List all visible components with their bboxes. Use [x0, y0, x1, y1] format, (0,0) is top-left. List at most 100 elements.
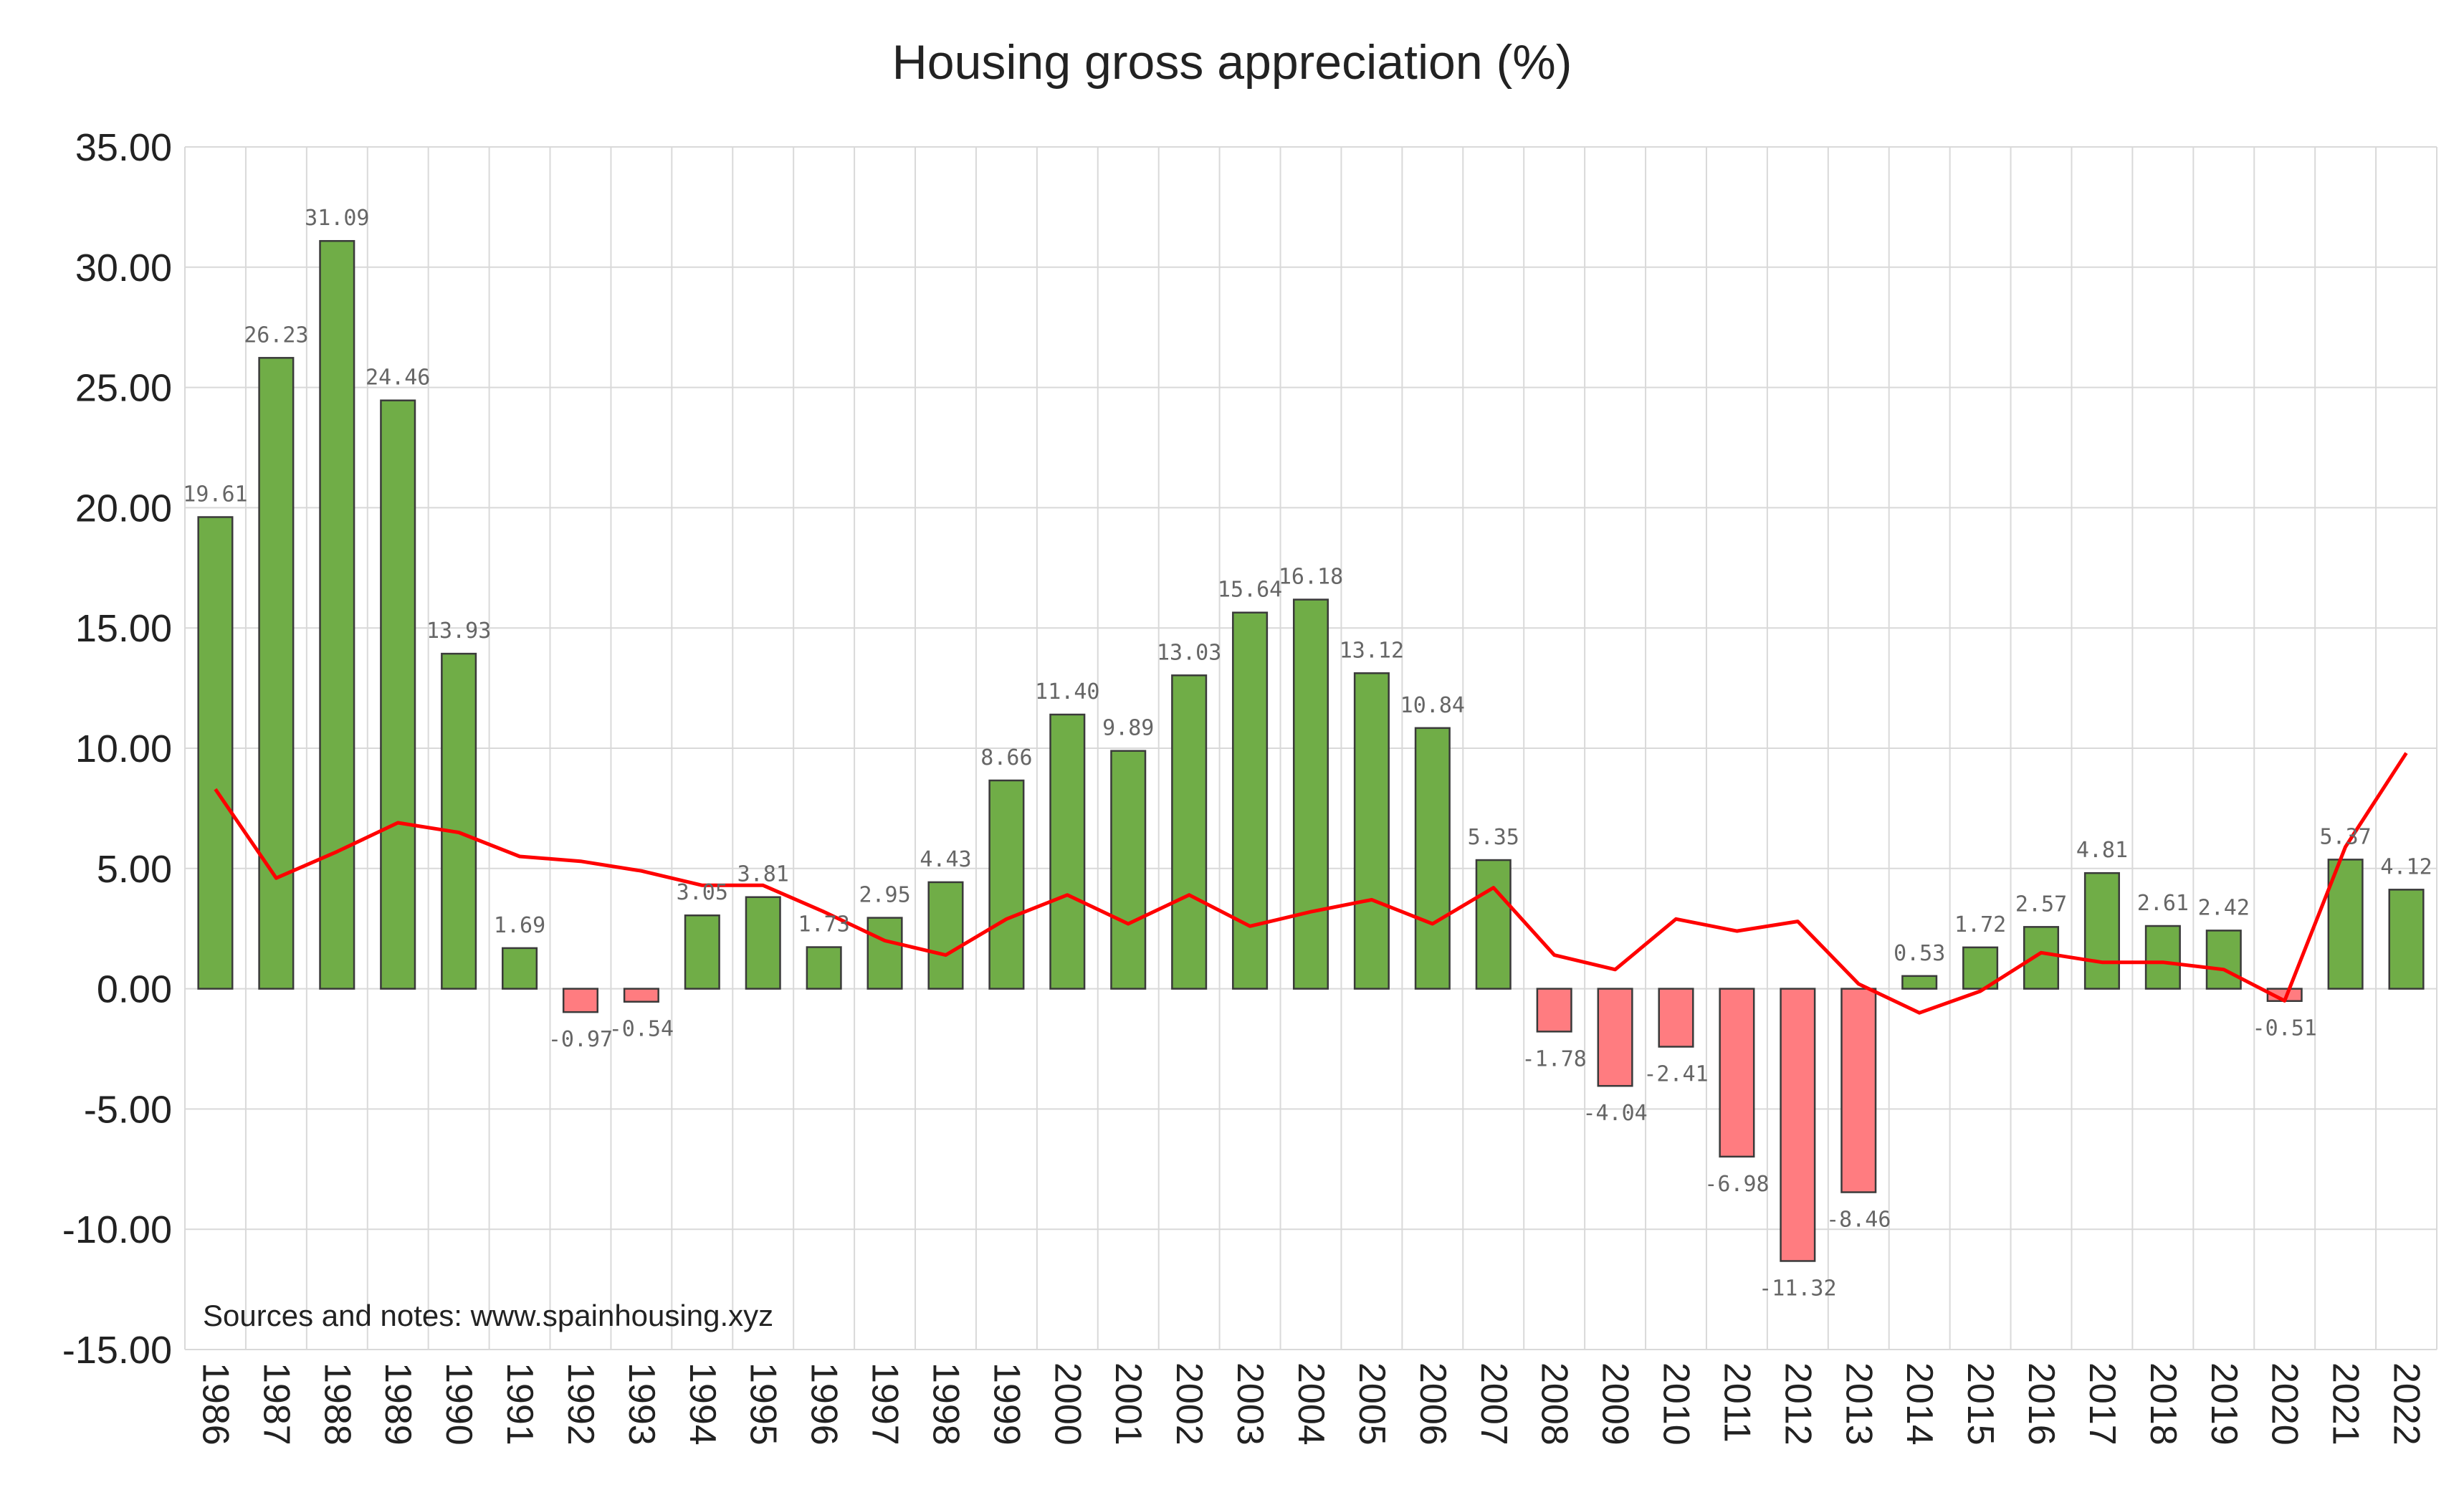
bar-2022 — [2388, 889, 2425, 990]
bar-2004 — [1292, 598, 1329, 990]
x-tick-label: 2006 — [1412, 1362, 1453, 1446]
y-tick-label: 20.00 — [75, 487, 172, 530]
data-label-2022: 4.12 — [2380, 854, 2432, 879]
x-tick-label: 2021 — [2325, 1362, 2367, 1446]
data-label-1998: 4.43 — [920, 847, 971, 872]
x-tick-label: 2022 — [2386, 1362, 2427, 1446]
bar-2001 — [1110, 750, 1147, 990]
data-label-1993: -0.54 — [609, 1017, 674, 1042]
bar-2017 — [2083, 871, 2120, 990]
bar-2018 — [2144, 925, 2181, 990]
data-label-1988: 31.09 — [305, 206, 369, 231]
x-axis-ticks: 1986 1987 1988 1989 1990 1991 1992 1993 1994 1995… — [194, 1362, 2427, 1446]
bar-2009 — [1597, 988, 1633, 1087]
data-label-2012: -11.32 — [1759, 1276, 1836, 1301]
x-tick-label: 1998 — [925, 1362, 966, 1446]
data-label-2003: 15.64 — [1218, 578, 1282, 603]
bar-1991 — [502, 947, 538, 990]
bar-2007 — [1475, 859, 1512, 990]
x-tick-label: 2000 — [1046, 1362, 1088, 1446]
bar-1998 — [927, 881, 964, 990]
x-tick-label: 1988 — [316, 1362, 358, 1446]
data-label-1990: 13.93 — [426, 619, 491, 644]
bar-2014 — [1901, 975, 1938, 990]
x-tick-label: 1994 — [682, 1362, 723, 1446]
bar-2000 — [1049, 713, 1086, 990]
bar-1996 — [806, 946, 842, 990]
bar-1987 — [258, 357, 295, 990]
x-tick-label: 2016 — [2020, 1362, 2062, 1446]
data-label-1999: 8.66 — [980, 745, 1032, 770]
grid — [184, 146, 2437, 1350]
bar-2005 — [1353, 672, 1390, 990]
data-label-2002: 13.03 — [1157, 640, 1221, 665]
x-tick-label: 1990 — [438, 1362, 479, 1446]
data-label-1992: -0.97 — [548, 1027, 613, 1052]
x-tick-label: 1989 — [377, 1362, 419, 1446]
y-tick-label: 30.00 — [75, 247, 172, 290]
y-axis-ticks: 35.00 30.00 25.00 20.00 15.00 10.00 5.00 0.00 -5… — [62, 126, 172, 1372]
bar-2019 — [2205, 930, 2242, 990]
data-label-2018: 2.61 — [2137, 891, 2189, 916]
x-tick-label: 2011 — [1716, 1362, 1757, 1443]
x-tick-label: 2018 — [2142, 1362, 2184, 1446]
data-label-2006: 10.84 — [1400, 693, 1465, 718]
bar-2016 — [2023, 926, 2060, 990]
trend-line-layer — [214, 752, 2408, 1015]
data-label-2017: 4.81 — [2076, 838, 2128, 863]
data-labels: 19.61 26.23 31.09 24.46 13.93 1.69 -0.97-0.54 3… — [183, 206, 2432, 1301]
data-label-2020: -0.51 — [2253, 1016, 2317, 1041]
y-tick-label: 0.00 — [97, 968, 172, 1011]
y-tick-label: -15.00 — [62, 1329, 172, 1372]
bar-1995 — [745, 896, 781, 990]
x-tick-label: 1995 — [742, 1362, 784, 1446]
bar-2003 — [1232, 611, 1269, 990]
data-label-1986: 19.61 — [183, 482, 247, 507]
x-tick-label: 2001 — [1107, 1362, 1149, 1446]
x-tick-label: 1996 — [803, 1362, 845, 1446]
data-label-2021: 5.37 — [2319, 824, 2371, 849]
x-tick-label: 1986 — [194, 1362, 236, 1446]
y-tick-label: -10.00 — [62, 1208, 172, 1251]
data-label-2001: 9.89 — [1102, 716, 1154, 741]
bar-1993 — [623, 988, 659, 1003]
x-tick-label: 2019 — [2203, 1362, 2245, 1446]
x-tick-label: 1999 — [985, 1362, 1027, 1446]
bar-1999 — [988, 779, 1025, 990]
x-tick-label: 2008 — [1534, 1362, 1575, 1446]
x-tick-label: 1993 — [621, 1362, 662, 1446]
data-label-2007: 5.35 — [1468, 825, 1519, 850]
data-label-2011: -6.98 — [1704, 1172, 1769, 1197]
bar-2021 — [2327, 859, 2364, 990]
x-tick-label: 2009 — [1595, 1362, 1636, 1446]
y-tick-label: 5.00 — [97, 848, 172, 891]
x-tick-label: 2012 — [1777, 1362, 1818, 1446]
data-label-1997: 2.95 — [859, 883, 910, 908]
bar-1994 — [684, 914, 720, 990]
bar-2010 — [1658, 988, 1694, 1048]
data-label-2009: -4.04 — [1582, 1101, 1647, 1126]
bar-1997 — [866, 917, 903, 990]
bar-2006 — [1414, 727, 1451, 990]
x-tick-label: 1997 — [864, 1362, 906, 1446]
bar-1992 — [562, 988, 599, 1013]
y-tick-label: -5.00 — [84, 1088, 172, 1131]
x-tick-label: 2003 — [1229, 1362, 1271, 1446]
data-label-2008: -1.78 — [1522, 1046, 1587, 1071]
x-tick-label: 2004 — [1290, 1362, 1332, 1446]
x-tick-label: 1987 — [255, 1362, 297, 1446]
bar-1988 — [319, 239, 355, 990]
trend-line — [214, 752, 2408, 1015]
x-tick-label: 2002 — [1168, 1362, 1210, 1446]
bar-2002 — [1171, 674, 1208, 990]
x-tick-label: 1991 — [499, 1362, 540, 1446]
chart-title: Housing gross appreciation (%) — [892, 35, 1572, 90]
bar-1986 — [197, 516, 234, 990]
x-tick-label: 2015 — [1959, 1362, 2001, 1446]
data-label-1996: 1.73 — [798, 912, 850, 937]
data-label-2000: 11.40 — [1035, 679, 1099, 705]
data-label-2013: -8.46 — [1826, 1208, 1891, 1233]
